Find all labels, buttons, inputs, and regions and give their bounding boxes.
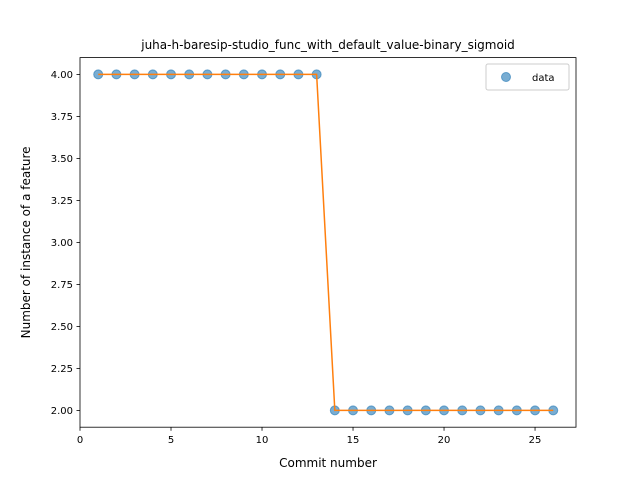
x-tick-label: 25	[529, 435, 542, 446]
y-tick-label: 2.50	[51, 322, 73, 333]
x-tick-label: 10	[256, 435, 269, 446]
y-tick-label: 2.25	[51, 364, 73, 375]
y-tick-label: 4.00	[51, 70, 73, 81]
legend-marker-data	[501, 72, 511, 82]
x-tick-label: 5	[168, 435, 174, 446]
fit-line	[98, 73, 554, 412]
y-tick-label: 2.00	[51, 406, 73, 417]
x-tick-label: 15	[347, 435, 360, 446]
y-tick-label: 3.75	[51, 112, 73, 123]
x-axis: 0 5 10 15 20 25	[77, 427, 542, 446]
y-tick-label: 3.00	[51, 238, 73, 249]
x-axis-label: Commit number	[279, 456, 377, 470]
x-tick-label: 0	[77, 435, 83, 446]
x-tick-label: 20	[438, 435, 451, 446]
legend: data	[485, 63, 570, 91]
y-axis: 2.00 2.25 2.50 2.75 3.00 3.25 3.50 3.75 4.00	[51, 70, 80, 417]
y-tick-label: 3.25	[51, 196, 73, 207]
legend-box	[485, 63, 570, 91]
chart-title: juha-h-baresip-studio_func_with_default_…	[140, 38, 515, 52]
plot-area	[93, 69, 559, 416]
axes-frame	[79, 57, 577, 428]
legend-label-data: data	[532, 73, 555, 84]
y-tick-label: 3.50	[51, 154, 73, 165]
y-axis-label: Number of instance of a feature	[19, 146, 33, 338]
y-tick-label: 2.75	[51, 280, 73, 291]
